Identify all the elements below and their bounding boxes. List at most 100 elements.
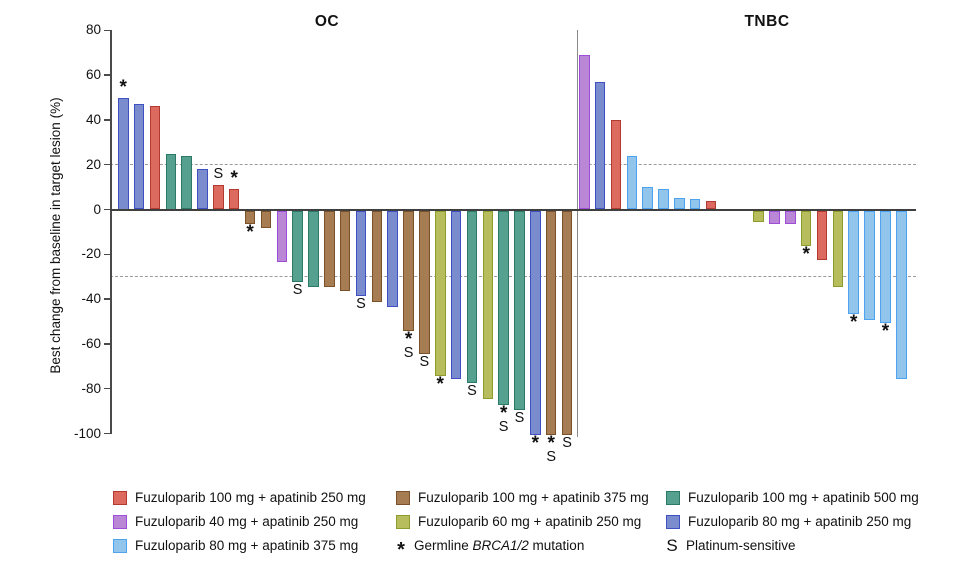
legend-item: S Platinum-sensitive [666,535,796,555]
reference-line [110,164,916,166]
legend-swatch-icon [666,490,680,505]
y-tick-mark [104,119,110,121]
bar [880,210,891,323]
y-tick-mark [104,253,110,256]
legend-label: Fuzuloparib 80 mg + apatinib 375 mg [135,538,359,553]
bar-marker: S [350,295,372,312]
legend-item: Fuzuloparib 100 mg + apatinib 375 mg [396,489,649,506]
y-tick-label: -20 [81,246,101,262]
y-tick-mark [104,343,110,345]
bar [658,189,669,210]
bar-marker: S [461,384,483,399]
platinum-sensitive-mark: S [213,165,224,182]
bar [403,210,414,332]
platinum-sensitive-mark: S [562,434,572,451]
bar-marker: * S [398,329,420,360]
brca-mutation-asterisk: * [404,329,413,351]
bar [514,210,525,410]
y-axis-line [110,30,112,434]
bar-marker: S [413,353,435,370]
platinum-sensitive-mark: S [356,295,366,312]
legend-item: Fuzuloparib 100 mg + apatinib 250 mg [113,489,366,506]
bar-marker: S [287,283,309,298]
asterisk-icon: * [397,538,405,561]
brca-mutation-asterisk: * [849,311,858,333]
bar [848,210,859,314]
y-tick-label: 40 [85,111,101,127]
bar-marker: S [509,409,531,426]
y-tick-mark [104,208,110,211]
legend-swatch-icon [666,514,680,529]
legend-swatch-icon [396,514,410,529]
legend-item: Fuzuloparib 100 mg + apatinib 500 mg [666,489,919,506]
bar-marker: * S [493,403,515,434]
bar-marker: * S [540,432,562,464]
brca-mutation-asterisk: * [436,374,444,396]
y-tick-mark [104,74,110,76]
bar [371,210,383,303]
bar [642,187,653,210]
legend-label: Fuzuloparib 40 mg + apatinib 250 mg [135,514,359,529]
bar-marker: * [112,76,134,98]
legend-item: * Germline BRCA1/2 mutation [396,537,585,561]
bar [466,210,478,383]
brca-mutation-asterisk: * [119,76,127,98]
legend: Fuzuloparib 100 mg + apatinib 250 mg Fuzu… [0,480,976,578]
y-tick-mark [104,163,110,166]
bar [149,106,161,210]
legend-label: Fuzuloparib 60 mg + apatinib 250 mg [418,514,642,529]
bar [530,210,541,435]
panel-divider [576,30,578,437]
bar [260,210,272,229]
bar [213,184,224,210]
legend-label: Fuzuloparib 100 mg + apatinib 250 mg [135,490,366,505]
bar [785,210,796,224]
legend-item: Fuzuloparib 80 mg + apatinib 375 mg [113,537,358,554]
bar [579,54,590,210]
bar [324,210,335,287]
bar [181,155,192,210]
zero-line [110,208,916,211]
brca-mutation-asterisk: * [547,432,555,454]
y-tick-label: -40 [81,291,101,307]
y-tick-label: 0 [93,201,101,217]
bar [864,210,875,321]
bar-marker: * [843,311,865,333]
s-mark-icon: S [666,535,678,555]
bar [450,210,462,379]
bar-marker: * [223,168,245,190]
legend-item: Fuzuloparib 80 mg + apatinib 250 mg [666,513,911,530]
bar-marker: * [524,432,546,454]
bar [561,210,573,435]
platinum-sensitive-mark: S [419,353,430,370]
y-tick-label: -80 [81,380,101,396]
y-tick-label: -60 [81,335,101,351]
bar [228,189,240,210]
brca-mutation-asterisk: * [531,432,540,454]
brca-mutation-asterisk: * [881,320,890,342]
bar [753,210,764,222]
bar-marker: * [429,374,451,396]
bar [419,210,430,354]
y-tick-label: 80 [85,22,101,38]
plot-area: 80 60 40 20 0 -20 -40 -60 -80 -100 * S * * S S * S S * S * S S *… [74,22,916,464]
legend-label: Platinum-sensitive [686,538,796,553]
bar [339,210,351,292]
brca-mutation-asterisk: * [802,244,810,266]
legend-swatch-icon [113,490,127,505]
legend-item: Fuzuloparib 60 mg + apatinib 250 mg [396,513,641,530]
bar [482,210,494,399]
bar [594,81,606,210]
bar-marker: S [207,165,229,182]
legend-label: Germline BRCA1/2 mutation [414,538,585,553]
bar [800,210,812,247]
reference-line [110,276,916,278]
bar [435,210,446,377]
brca-mutation-asterisk: * [230,168,238,190]
legend-item: Fuzuloparib 40 mg + apatinib 250 mg [113,513,358,530]
platinum-sensitive-mark: S [514,409,525,426]
bar [308,210,319,287]
brca-mutation-asterisk: * [499,403,508,425]
bar [545,210,557,435]
